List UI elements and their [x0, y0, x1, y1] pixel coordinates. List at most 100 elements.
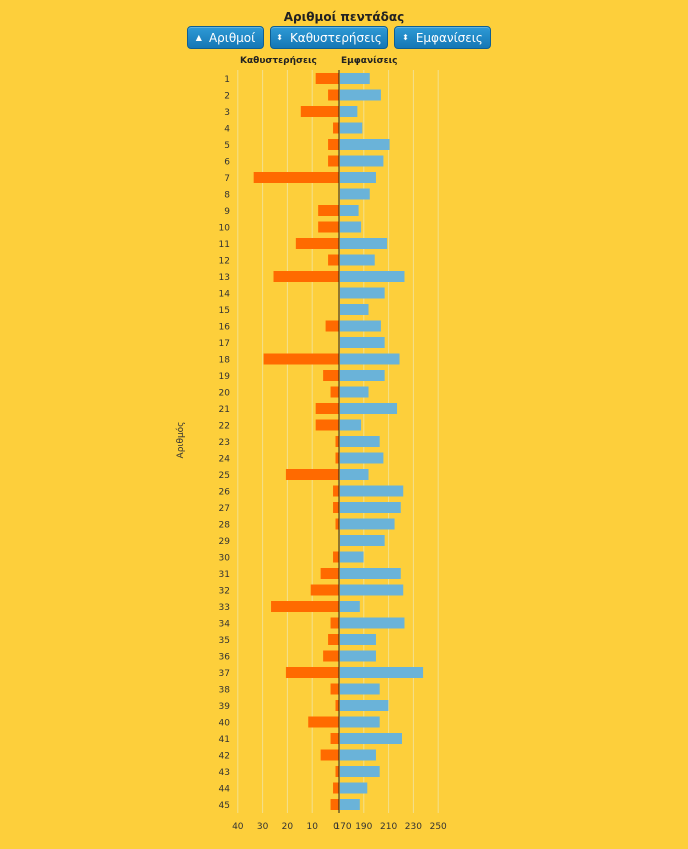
- delay-bar: [273, 271, 339, 282]
- appearance-bar: [340, 238, 388, 249]
- appearances-series-label: Εμφανίσεις: [341, 56, 398, 66]
- delay-bar: [330, 799, 339, 810]
- delay-bar: [323, 370, 339, 381]
- y-tick-label: 7: [224, 174, 230, 184]
- appearance-bar: [340, 485, 404, 497]
- appearance-bar: [340, 650, 376, 662]
- y-tick-label: 19: [219, 372, 231, 382]
- appearance-bar: [340, 122, 363, 134]
- y-tick-label: 12: [219, 257, 230, 267]
- delay-bar: [318, 221, 339, 233]
- delay-bar: [335, 766, 339, 777]
- appearance-bar: [340, 73, 370, 84]
- y-tick-label: 2: [224, 92, 230, 102]
- appearance-bar: [340, 568, 401, 579]
- chart-title: Αριθμοί πεντάδας: [283, 10, 405, 24]
- delay-bar: [315, 73, 339, 84]
- y-tick-label: 29: [219, 537, 231, 547]
- appearance-bar: [340, 700, 389, 711]
- appearance-bar: [340, 419, 362, 431]
- delay-bar: [300, 106, 339, 117]
- delay-bar: [263, 353, 339, 365]
- delay-bar: [310, 584, 339, 596]
- sort-by-number-button[interactable]: ▲ Αριθμοί: [187, 26, 264, 49]
- appearance-bar: [340, 304, 369, 315]
- x-tick-label-right: 190: [355, 822, 372, 832]
- appearance-bar: [340, 551, 364, 563]
- y-tick-label: 17: [219, 339, 230, 349]
- sort-both-icon: ⬍: [276, 33, 283, 42]
- delay-bar: [330, 683, 339, 695]
- y-tick-label: 25: [219, 471, 230, 481]
- y-tick-label: 33: [219, 603, 230, 613]
- sort-by-appearances-label: Εμφανίσεις: [415, 30, 483, 45]
- y-tick-label: 44: [219, 785, 231, 795]
- x-tick-label-right: 250: [430, 822, 447, 832]
- appearance-bar: [340, 271, 405, 282]
- y-tick-label: 14: [219, 290, 231, 300]
- appearance-bar: [340, 205, 359, 216]
- delay-bar: [328, 155, 339, 167]
- sort-by-appearances-button[interactable]: ⬍ Εμφανίσεις: [394, 26, 491, 49]
- y-tick-label: 3: [224, 108, 230, 118]
- y-tick-label: 21: [219, 405, 230, 415]
- appearance-bar: [340, 634, 376, 645]
- delay-bar: [333, 122, 339, 134]
- appearance-bar: [340, 89, 381, 101]
- delay-bar: [253, 172, 339, 183]
- delays-series-label: Καθυστερήσεις: [240, 56, 317, 66]
- y-tick-label: 8: [224, 191, 230, 201]
- appearance-bar: [340, 320, 381, 332]
- y-tick-label: 9: [224, 207, 230, 217]
- delay-bar: [271, 601, 339, 612]
- delay-bar: [315, 403, 339, 414]
- x-tick-label-left: 30: [257, 822, 269, 832]
- y-tick-label: 11: [219, 240, 230, 250]
- y-tick-label: 34: [219, 620, 231, 630]
- y-tick-label: 10: [219, 224, 231, 234]
- y-tick-label: 39: [219, 702, 231, 712]
- sort-by-delays-label: Καθυστερήσεις: [289, 30, 382, 45]
- y-tick-label: 26: [219, 488, 231, 498]
- y-tick-label: 16: [219, 323, 231, 333]
- appearance-bar: [340, 749, 376, 761]
- x-tick-label-left: 0: [333, 822, 339, 832]
- appearance-bar: [340, 353, 400, 365]
- delay-bar: [335, 518, 339, 530]
- y-tick-label: 15: [219, 306, 230, 316]
- y-tick-label: 5: [224, 141, 230, 151]
- appearance-bar: [340, 601, 360, 612]
- sort-by-delays-button[interactable]: ⬍ Καθυστερήσεις: [270, 26, 388, 49]
- delay-bar: [328, 139, 339, 150]
- x-tick-label-right: 210: [380, 822, 397, 832]
- y-tick-label: 41: [219, 735, 230, 745]
- y-tick-label: 45: [219, 801, 230, 811]
- x-tick-label-left: 40: [232, 822, 244, 832]
- y-tick-label: 24: [219, 455, 231, 465]
- appearance-bar: [340, 452, 384, 464]
- delay-bar: [330, 733, 339, 744]
- delay-bar: [335, 436, 339, 447]
- delay-bar: [285, 469, 339, 480]
- appearance-bar: [340, 469, 369, 480]
- y-tick-label: 27: [219, 504, 230, 514]
- delay-bar: [333, 502, 339, 513]
- y-tick-label: 37: [219, 669, 230, 679]
- y-tick-label: 28: [219, 521, 231, 531]
- y-tick-label: 35: [219, 636, 230, 646]
- appearance-bar: [340, 782, 368, 794]
- delay-bar: [318, 205, 339, 216]
- delay-bar: [330, 617, 339, 629]
- appearance-bar: [340, 766, 380, 777]
- delay-bar: [335, 700, 339, 711]
- delay-bar: [333, 485, 339, 497]
- appearance-bar: [340, 287, 385, 299]
- x-tick-label-left: 10: [306, 822, 318, 832]
- delay-bar: [330, 386, 339, 398]
- y-tick-label: 40: [219, 719, 231, 729]
- delay-bar: [320, 568, 339, 579]
- y-tick-label: 36: [219, 653, 231, 663]
- y-tick-label: 18: [219, 356, 231, 366]
